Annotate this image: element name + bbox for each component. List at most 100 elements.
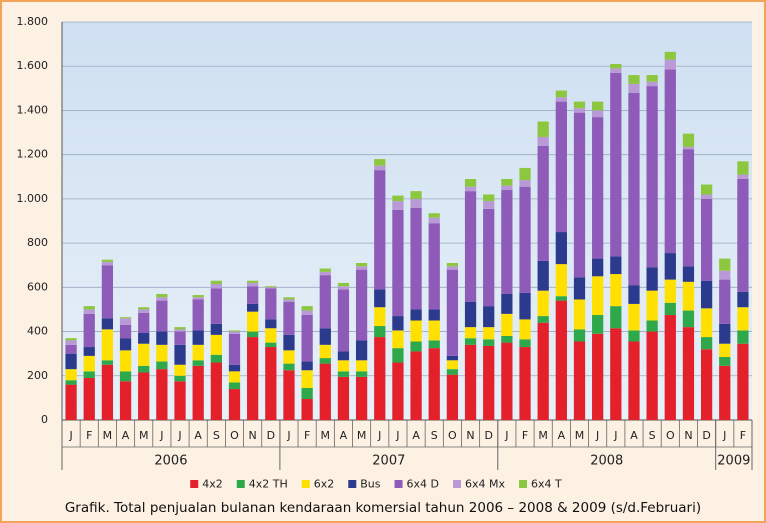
y-tick-label: 200 xyxy=(27,369,48,382)
bar-segment xyxy=(665,315,676,420)
bar-segment xyxy=(647,82,658,86)
bar-segment xyxy=(429,223,440,309)
bar-segment xyxy=(229,382,240,389)
bar-segment xyxy=(302,388,313,399)
bar-segment xyxy=(628,330,639,341)
bar-segment xyxy=(556,97,567,101)
bar-segment xyxy=(247,337,258,420)
y-tick-label: 1.800 xyxy=(17,15,49,28)
bar-segment xyxy=(138,333,149,344)
bar-segment xyxy=(719,344,730,357)
y-tick-label: 1.000 xyxy=(17,192,49,205)
x-tick-label: A xyxy=(412,429,420,442)
bar-segment xyxy=(501,336,512,343)
x-tick-label: O xyxy=(448,429,457,442)
bar-segment xyxy=(247,281,258,283)
bar-segment xyxy=(665,70,676,254)
bar-segment xyxy=(174,332,185,345)
bar-segment xyxy=(538,137,549,146)
x-tick-label: J xyxy=(595,429,599,442)
bar-segment xyxy=(447,266,458,269)
bar-segment xyxy=(574,102,585,109)
bar-segment xyxy=(374,307,385,326)
bar-segment xyxy=(665,60,676,70)
bar-segment xyxy=(156,301,167,332)
legend-label: Bus xyxy=(360,478,381,491)
legend-label: 6x4 T xyxy=(531,478,562,491)
bar-segment xyxy=(647,321,658,332)
x-tick-label: J xyxy=(68,429,72,442)
bar-segment xyxy=(429,213,440,217)
x-tick-label: S xyxy=(213,429,220,442)
bar-segment xyxy=(465,327,476,338)
bar-segment xyxy=(102,360,113,364)
bar-segment xyxy=(410,321,421,342)
x-tick-label: D xyxy=(702,429,710,442)
bar-segment xyxy=(193,299,204,330)
bar-segment xyxy=(65,385,76,420)
x-tick-label: F xyxy=(304,429,310,442)
bar-segment xyxy=(229,332,240,334)
bar-segment xyxy=(556,91,567,98)
bar-segment xyxy=(628,342,639,420)
bar-segment xyxy=(592,315,603,334)
bar-segment xyxy=(483,306,494,327)
x-tick-label: N xyxy=(249,429,257,442)
bar-segment xyxy=(628,304,639,331)
bar-segment xyxy=(211,324,222,335)
bar-segment xyxy=(174,327,185,329)
bar-segment xyxy=(737,292,748,307)
bar-segment xyxy=(719,357,730,366)
x-tick-label: J xyxy=(286,429,290,442)
bar-segment xyxy=(102,329,113,360)
group-label: 2009 xyxy=(717,454,750,469)
bar-segment xyxy=(120,350,131,371)
bar-segment xyxy=(283,297,294,299)
bar-segment xyxy=(229,365,240,372)
bar-segment xyxy=(84,314,95,347)
x-tick-label: M xyxy=(103,429,113,442)
bar-segment xyxy=(483,209,494,306)
bar-segment xyxy=(465,191,476,302)
bar-segment xyxy=(247,304,258,312)
bar-segment xyxy=(683,266,694,281)
bar-segment xyxy=(447,356,458,360)
bar-segment xyxy=(193,366,204,420)
bar-segment xyxy=(338,286,349,289)
bar-segment xyxy=(519,180,530,187)
bar-segment xyxy=(410,342,421,352)
bar-segment xyxy=(338,290,349,352)
bar-segment xyxy=(138,313,149,333)
bar-segment xyxy=(392,330,403,348)
bar-segment xyxy=(320,272,331,275)
bar-segment xyxy=(156,361,167,369)
legend-label: 4x2 TH xyxy=(249,478,288,491)
bar-segment xyxy=(628,93,639,285)
legend-label: 6x2 xyxy=(314,478,335,491)
bar-segment xyxy=(610,64,621,68)
x-tick-label: M xyxy=(321,429,331,442)
bar-segment xyxy=(211,335,222,355)
bar-segment xyxy=(84,347,95,356)
bar-segment xyxy=(65,345,76,354)
bar-segment xyxy=(592,102,603,111)
bar-segment xyxy=(356,270,367,341)
bar-segment xyxy=(120,381,131,420)
bar-segment xyxy=(356,371,367,377)
bar-segment xyxy=(719,259,730,271)
bar-segment xyxy=(138,307,149,309)
legend-swatch xyxy=(302,480,310,488)
y-tick-label: 800 xyxy=(27,236,48,249)
bar-segment xyxy=(538,316,549,323)
x-tick-label: O xyxy=(230,429,239,442)
bar-segment xyxy=(265,286,276,287)
bar-segment xyxy=(592,334,603,420)
bar-segment xyxy=(374,326,385,337)
bar-segment xyxy=(574,329,585,341)
bar-segment xyxy=(501,314,512,336)
bar-segment xyxy=(483,327,494,339)
bar-segment xyxy=(283,364,294,371)
bar-segment xyxy=(410,351,421,420)
bar-segment xyxy=(610,306,621,328)
bar-segment xyxy=(647,75,658,82)
